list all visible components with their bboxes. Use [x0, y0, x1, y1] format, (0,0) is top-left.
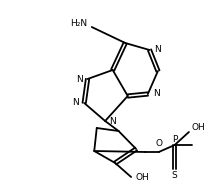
Text: N: N [72, 99, 79, 108]
Text: S: S [172, 171, 178, 180]
Text: N: N [153, 89, 160, 99]
Text: OH: OH [135, 172, 149, 182]
Text: O: O [155, 139, 162, 147]
Text: P: P [172, 135, 177, 145]
Text: N: N [76, 75, 83, 84]
Text: N: N [109, 116, 116, 126]
Text: N: N [155, 46, 161, 54]
Text: OH: OH [191, 123, 205, 132]
Text: H₂N: H₂N [70, 18, 87, 28]
